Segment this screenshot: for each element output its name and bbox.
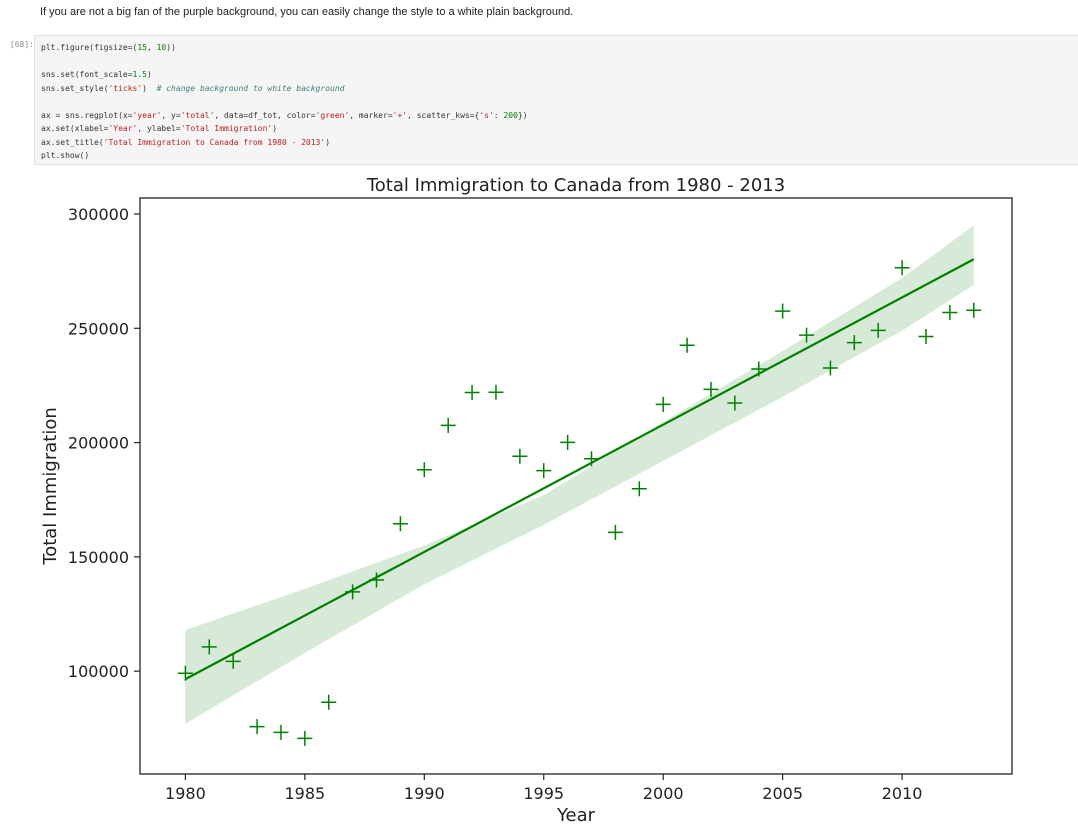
- data-point: [894, 260, 910, 276]
- code-line: sns.set(font_scale=1.5): [41, 70, 152, 79]
- data-point: [607, 524, 623, 540]
- data-point: [631, 481, 647, 497]
- data-point: [201, 639, 217, 655]
- x-tick-label: 2000: [643, 784, 684, 803]
- data-point: [727, 395, 743, 411]
- data-point: [416, 462, 432, 478]
- data-point: [225, 653, 241, 669]
- chart-title: Total Immigration to Canada from 1980 - …: [366, 175, 785, 196]
- code-line: plt.figure(figsize=(15, 10)): [41, 43, 176, 52]
- data-point: [392, 516, 408, 532]
- regression-line: [184, 258, 975, 681]
- data-point: [440, 417, 456, 433]
- plot-frame: [139, 197, 1013, 775]
- y-tick-label: 250000: [68, 319, 129, 338]
- y-tick-label: 300000: [68, 205, 129, 224]
- x-tick-label: 2010: [882, 784, 923, 803]
- x-tick-label: 2005: [762, 784, 803, 803]
- markdown-text: If you are not a big fan of the purple b…: [40, 6, 574, 18]
- code-text[interactable]: plt.figure(figsize=(15, 10)) sns.set(font…: [41, 41, 528, 163]
- data-point: [703, 381, 719, 397]
- data-point: [560, 434, 576, 450]
- data-point: [273, 724, 289, 740]
- confidence-band: [185, 225, 974, 724]
- data-point: [321, 694, 337, 710]
- code-editor[interactable]: plt.figure(figsize=(15, 10)) sns.set(font…: [34, 35, 1078, 165]
- code-line: [41, 95, 528, 109]
- data-point: [942, 305, 958, 321]
- data-point: [679, 337, 695, 353]
- cell-prompt: [68]:: [9, 40, 34, 49]
- data-point: [369, 572, 385, 588]
- data-point: [918, 329, 934, 345]
- data-point: [870, 322, 886, 338]
- x-tick-label: 1990: [404, 784, 445, 803]
- data-point: [822, 360, 838, 376]
- chart-output: Total Immigration to Canada from 1980 - …: [40, 175, 1013, 826]
- code-line: [41, 55, 528, 69]
- data-point: [345, 584, 361, 600]
- code-line: ax.set(xlabel='Year', ylabel='Total Immi…: [41, 124, 278, 133]
- y-axis-label: Total Immigration: [40, 407, 61, 565]
- data-point: [584, 451, 600, 467]
- y-tick-label: 150000: [68, 548, 129, 567]
- data-point: [297, 730, 313, 746]
- data-point: [512, 448, 528, 464]
- x-tick-label: 1995: [523, 784, 564, 803]
- x-tick-label: 1980: [165, 784, 206, 803]
- code-line: sns.set_style('ticks') # change backgrou…: [41, 83, 345, 93]
- data-point: [799, 327, 815, 343]
- data-point: [751, 361, 767, 377]
- code-cell[interactable]: [68]: plt.figure(figsize=(15, 10)) sns.se…: [0, 35, 1078, 167]
- x-axis-label: Year: [556, 805, 596, 826]
- data-point: [655, 396, 671, 412]
- y-tick-label: 200000: [68, 434, 129, 453]
- code-line: plt.show(): [41, 151, 90, 160]
- data-point: [846, 335, 862, 351]
- code-line: ax = sns.regplot(x='year', y='total', da…: [41, 110, 528, 120]
- data-point: [488, 384, 504, 400]
- x-tick-label: 1985: [284, 784, 325, 803]
- code-line: ax.set_title('Total Immigration to Canad…: [41, 137, 331, 147]
- data-point: [775, 303, 791, 319]
- data-point: [536, 463, 552, 479]
- data-point: [464, 385, 480, 401]
- y-tick-label: 100000: [68, 662, 129, 681]
- data-point: [177, 665, 193, 681]
- data-point: [966, 302, 982, 318]
- data-point: [249, 719, 265, 735]
